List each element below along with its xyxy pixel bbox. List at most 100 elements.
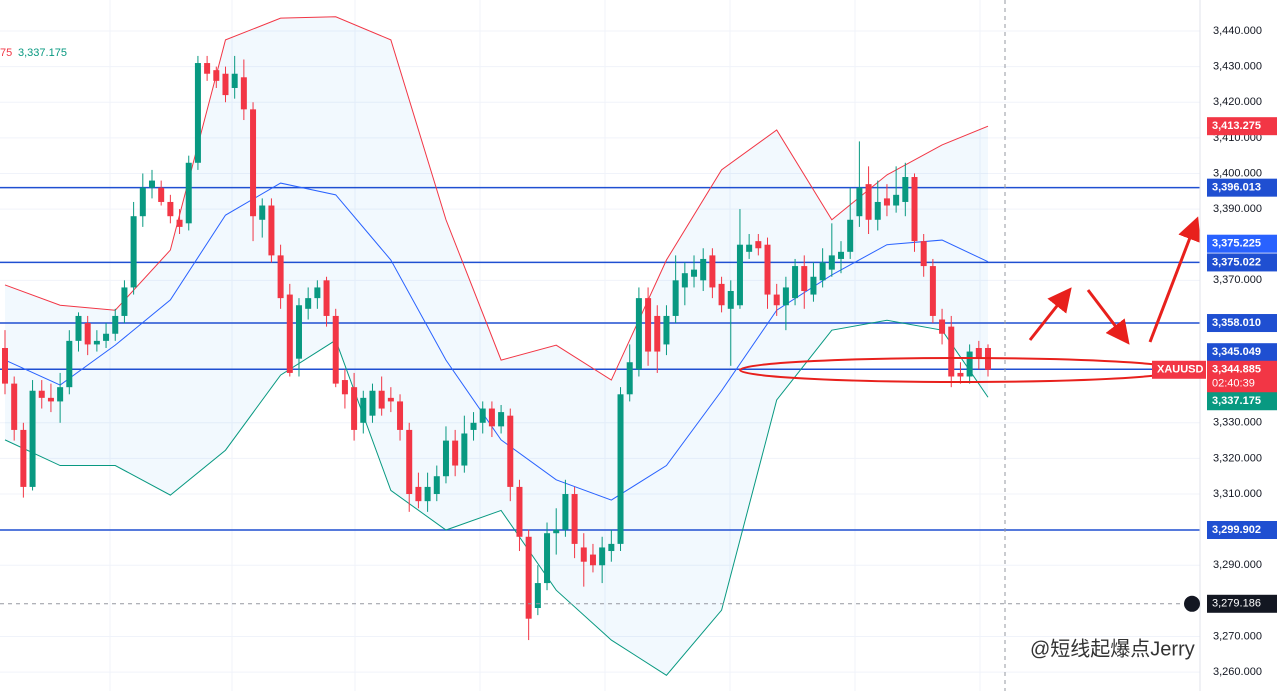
candle-body: [589, 554, 596, 566]
y-tick-label: 3,320.000: [1213, 452, 1262, 464]
candle-body: [819, 262, 826, 281]
price-badge-label: 3,396.013: [1212, 182, 1261, 194]
candle-body: [939, 319, 946, 334]
candle-body: [626, 362, 633, 395]
candle-body: [84, 323, 91, 345]
candle-body: [332, 315, 339, 384]
band-line: [4, 16, 989, 381]
candle-body: [929, 266, 936, 316]
candle-body: [479, 408, 486, 423]
candle-body: [488, 408, 495, 427]
candle-body: [406, 429, 413, 495]
candle-body: [792, 266, 799, 299]
y-tick-label: 3,330.000: [1213, 417, 1262, 429]
candle-body: [360, 397, 367, 423]
candle-body: [240, 77, 247, 110]
candle-body: [856, 187, 863, 217]
candle-body: [424, 486, 431, 502]
candle-body: [847, 219, 854, 252]
candle-body: [920, 241, 927, 267]
candle-body: [158, 187, 165, 202]
y-tick-label: 3,400.000: [1213, 167, 1262, 179]
candle-body: [562, 494, 569, 530]
candle-body: [11, 383, 18, 430]
crosshair-label: 3,279.186: [1212, 598, 1261, 610]
candle-body: [323, 280, 330, 316]
price-badge: [1207, 360, 1277, 393]
candle-body: [599, 547, 606, 566]
candle-body: [828, 255, 835, 270]
y-tick-label: 3,420.000: [1213, 96, 1262, 108]
candle-body: [654, 315, 661, 352]
candle-body: [93, 340, 100, 345]
candle-body: [893, 194, 900, 206]
watermark: @短线起爆点Jerry: [1030, 637, 1195, 660]
candle-body: [700, 258, 707, 281]
candle-body: [911, 177, 918, 242]
candle-body: [250, 109, 257, 217]
y-tick-label: 3,370.000: [1213, 274, 1262, 286]
annotation-arrows: [1028, 216, 1201, 345]
candle-body: [516, 486, 523, 537]
price-badge: [1207, 520, 1277, 539]
price-badge-label: 3,413.275: [1212, 120, 1261, 132]
candle-body: [975, 347, 982, 359]
price-badge: [1207, 117, 1277, 136]
candle-body: [461, 433, 468, 466]
candle-body: [810, 276, 817, 295]
candle-body: [433, 476, 440, 495]
price-badge-label: 3,345.049: [1212, 346, 1261, 358]
legend-partial: 3,337.175: [18, 47, 67, 59]
candle-body: [204, 63, 211, 74]
candle-body: [883, 198, 890, 206]
price-badge: [1207, 234, 1277, 253]
candle-body: [305, 298, 312, 309]
price-badge: [1207, 392, 1277, 411]
candle-body: [902, 177, 909, 202]
y-tick-label: 3,270.000: [1213, 630, 1262, 642]
symbol-label: XAUUSD: [1157, 364, 1204, 376]
y-tick-label: 3,260.000: [1213, 666, 1262, 678]
candle-body: [534, 583, 541, 609]
candle-body: [755, 241, 762, 249]
price-badge: [1207, 178, 1277, 197]
candle-body: [369, 390, 376, 416]
price-badge: [1207, 253, 1277, 272]
candle-body: [387, 397, 394, 402]
candle-body: [139, 187, 146, 217]
candle-body: [295, 305, 302, 359]
candle-body: [470, 422, 477, 430]
candle-body: [498, 412, 505, 427]
candle-body: [194, 63, 201, 163]
candle-body: [121, 287, 128, 316]
y-tick-label: 3,390.000: [1213, 203, 1262, 215]
candle-body: [185, 162, 192, 224]
candle-body: [378, 390, 385, 409]
candle-body: [782, 287, 789, 306]
candle-body: [29, 390, 36, 487]
candle-body: [617, 394, 624, 544]
candle-body: [608, 543, 615, 552]
candle-body: [966, 351, 973, 377]
candle-body: [176, 219, 183, 227]
candle-body: [47, 397, 54, 402]
countdown: 02:40:39: [1212, 378, 1255, 390]
candle-body: [801, 266, 808, 292]
price-badge-label: 3,358.010: [1212, 317, 1261, 329]
candle-body: [691, 269, 698, 277]
candle-body: [571, 494, 578, 544]
candle-body: [874, 201, 881, 220]
candle-body: [553, 529, 560, 534]
candle-body: [635, 298, 642, 370]
candle-body: [103, 333, 110, 341]
candle-body: [213, 70, 220, 81]
candle-body: [222, 73, 229, 96]
y-tick-label: 3,430.000: [1213, 61, 1262, 73]
candle-body: [286, 294, 293, 373]
candle-body: [663, 315, 670, 345]
candle-body: [948, 326, 955, 377]
candle-body: [580, 547, 587, 562]
candle-body: [397, 401, 404, 430]
candle-body: [277, 255, 284, 299]
candle-body: [20, 429, 27, 487]
